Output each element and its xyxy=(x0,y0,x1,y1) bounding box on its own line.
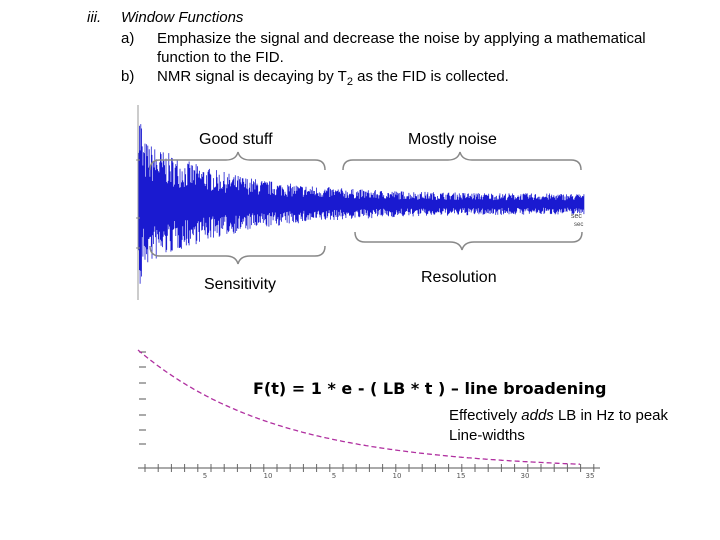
brace-sensitivity xyxy=(149,245,326,265)
item-a-line1: Emphasize the signal and decrease the no… xyxy=(157,30,646,47)
decay-curve xyxy=(137,349,580,465)
fid-trace-strokes xyxy=(137,124,585,295)
label-sensitivity: Sensitivity xyxy=(204,276,277,293)
brace-resolution xyxy=(354,231,583,251)
fid-axis-tag-1: sec xyxy=(571,213,582,220)
note-before: Effectively xyxy=(449,407,522,424)
item-b-subscript: 2 xyxy=(346,76,353,88)
label-good-stuff: Good stuff xyxy=(199,131,273,148)
decay-x-tick-label: 15 xyxy=(457,472,466,480)
item-b-text: NMR signal is decaying by T2 as the FID … xyxy=(157,67,509,92)
note-after: LB in Hz to peak Line-widths xyxy=(449,407,669,444)
decay-x-tick-label: 10 xyxy=(393,472,402,480)
decay-x-tick-label: 30 xyxy=(521,472,530,480)
fid-axis-tag-2: sec xyxy=(574,222,584,228)
section-numeral: iii. xyxy=(87,9,102,26)
item-a-line2: function to the FID. xyxy=(157,49,284,66)
item-b-marker: b) xyxy=(121,68,135,85)
decay-ticks: 5 10 5 10 15 30 35 xyxy=(144,464,595,480)
line-broadening-formula: F(t) = 1 * e - ( LB * t ) – line broaden… xyxy=(253,379,607,398)
label-resolution: Resolution xyxy=(421,269,497,286)
decay-x-tick-label: 35 xyxy=(586,472,595,480)
note-emph: adds xyxy=(521,407,554,424)
item-b-text-before: NMR signal is decaying by T xyxy=(157,68,347,85)
decay-x-tick-label: 5 xyxy=(332,472,336,480)
decay-x-tick-label: 5 xyxy=(203,472,207,480)
brace-good-stuff xyxy=(149,151,326,171)
section-heading: Window Functions xyxy=(121,9,244,26)
brace-mostly-noise xyxy=(342,151,582,171)
decay-left-ticks xyxy=(139,351,146,445)
item-b-text-after: as the FID is collected. xyxy=(352,68,509,85)
line-broadening-note: Effectively adds LB in Hz to peak Line-w… xyxy=(449,406,699,446)
item-a-marker: a) xyxy=(121,30,135,47)
label-mostly-noise: Mostly noise xyxy=(408,131,497,148)
decay-x-tick-label: 10 xyxy=(264,472,273,480)
fid-trace xyxy=(137,124,585,295)
